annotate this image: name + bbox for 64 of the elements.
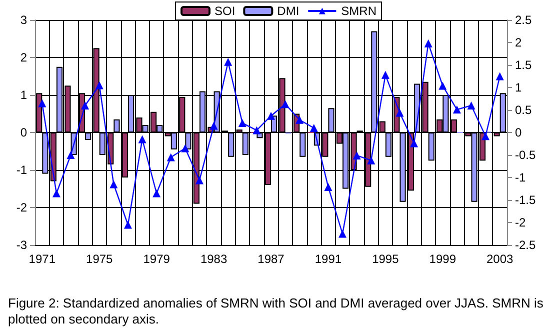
y2-tick-label: -2	[515, 216, 526, 230]
y-tick-label: 0	[20, 126, 28, 140]
point	[238, 119, 246, 128]
point	[81, 102, 90, 110]
point	[281, 100, 290, 108]
x-tick-label: 1987	[258, 252, 285, 266]
point	[410, 139, 418, 148]
point	[452, 106, 461, 114]
point	[195, 176, 204, 184]
y2-tick-label: -1	[515, 170, 526, 184]
x-tick-label: 1999	[429, 252, 456, 266]
legend-label: SOI	[214, 4, 236, 18]
point	[310, 124, 318, 132]
y-tick-label: 2	[20, 50, 28, 64]
point	[396, 108, 404, 117]
point	[482, 132, 490, 140]
x-tick-label: 1971	[28, 252, 56, 266]
point	[438, 82, 447, 90]
legend-label: DMI	[277, 4, 300, 18]
y-tick-label: -3	[16, 238, 28, 252]
point	[352, 151, 361, 160]
x-tick-label: 1983	[200, 252, 228, 266]
point	[152, 189, 161, 198]
caption: Figure 2: Standardized anomalies of SMRN with SOI and DMI averaged over JJAS. SMRN is plotted on secondary axis.	[8, 296, 547, 326]
point	[166, 153, 175, 162]
point	[381, 70, 390, 79]
y-tick-label: -1	[16, 163, 28, 177]
y2-tick-label: 1.5	[515, 58, 532, 72]
point	[181, 144, 190, 152]
y-tick-label: -2	[16, 200, 28, 214]
point	[367, 156, 376, 164]
y-tick-label: 3	[20, 13, 28, 27]
x-tick-label: 2003	[486, 252, 514, 266]
point	[210, 122, 218, 130]
point	[338, 230, 347, 238]
point	[224, 58, 232, 66]
point	[95, 81, 104, 90]
point	[66, 151, 75, 159]
point	[124, 220, 132, 229]
point	[296, 116, 304, 124]
point	[252, 126, 261, 134]
point	[324, 182, 332, 191]
x-tick-label: 1995	[372, 252, 400, 266]
legend-label: SMRN	[341, 4, 377, 18]
y-tick-label: 1	[20, 88, 28, 102]
y2-tick-label: 2.5	[515, 13, 532, 27]
point	[467, 102, 476, 110]
point	[110, 180, 118, 188]
y2-tick-label: -2.5	[515, 238, 536, 252]
point	[38, 99, 46, 108]
y2-tick-label: 0.5	[515, 103, 532, 117]
y2-tick-label: 0	[515, 126, 522, 140]
y2-tick-label: 1	[515, 80, 522, 94]
y2-tick-label: 2	[515, 36, 522, 50]
point	[267, 112, 275, 120]
y2-tick-label: -1.5	[515, 193, 536, 207]
point	[496, 72, 504, 80]
x-tick-label: 1979	[143, 252, 170, 266]
y2-tick-label: -0.5	[515, 148, 536, 162]
x-tick-label: 1975	[86, 252, 114, 266]
point	[138, 135, 146, 144]
point	[52, 189, 60, 198]
point	[424, 39, 432, 48]
x-tick-label: 1991	[314, 252, 342, 266]
